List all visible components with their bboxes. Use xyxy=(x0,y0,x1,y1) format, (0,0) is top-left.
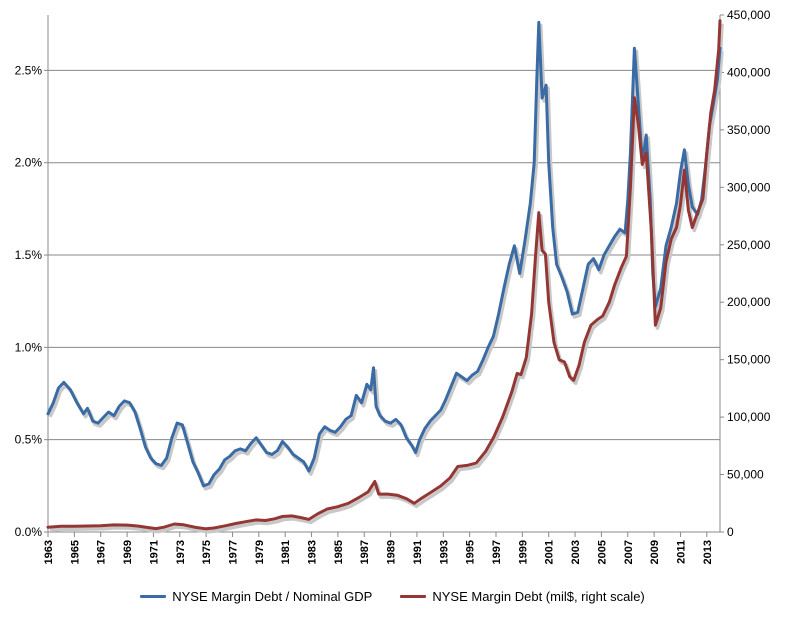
legend-label-ratio: NYSE Margin Debt / Nominal GDP xyxy=(172,588,373,604)
x-tick-label-15: 1993 xyxy=(438,540,450,564)
x-tick-label-5: 1973 xyxy=(175,540,187,564)
x-tick-label-17: 1997 xyxy=(491,540,503,564)
legend: NYSE Margin Debt / Nominal GDP NYSE Marg… xyxy=(0,584,785,608)
x-tick-label-21: 2005 xyxy=(596,540,608,564)
left-tick-label-4: 2.0% xyxy=(15,156,43,170)
x-tick-label-25: 2013 xyxy=(702,540,714,564)
x-tick-label-7: 1977 xyxy=(227,540,239,564)
series-shadow-0 xyxy=(48,23,724,491)
right-tick-label-2: 100,000 xyxy=(727,410,771,424)
right-tick-label-4: 200,000 xyxy=(727,295,771,309)
left-tick-label-1: 0.5% xyxy=(15,433,43,447)
x-tick-label-11: 1985 xyxy=(333,540,345,564)
left-tick-label-0: 0.0% xyxy=(15,525,43,539)
x-tick-label-12: 1987 xyxy=(359,540,371,564)
x-tick-label-2: 1967 xyxy=(96,540,108,564)
x-tick-label-9: 1981 xyxy=(280,540,292,564)
series-line-0 xyxy=(46,20,722,488)
legend-swatch-debt xyxy=(400,594,427,598)
x-tick-label-23: 2009 xyxy=(649,540,661,564)
legend-swatch-ratio xyxy=(140,594,167,598)
x-tick-label-13: 1989 xyxy=(386,540,398,564)
x-tick-label-16: 1995 xyxy=(465,540,477,564)
left-tick-label-5: 2.5% xyxy=(15,63,43,77)
left-tick-label-2: 1.0% xyxy=(15,340,43,354)
right-tick-label-8: 400,000 xyxy=(727,65,771,79)
series-line-1 xyxy=(46,19,722,531)
legend-label-debt: NYSE Margin Debt (mil$, right scale) xyxy=(432,588,645,604)
right-tick-label-3: 150,000 xyxy=(727,353,771,367)
series-shadow-1 xyxy=(49,23,724,534)
x-tick-label-18: 1999 xyxy=(517,540,529,564)
x-tick-label-22: 2007 xyxy=(623,540,635,564)
x-tick-label-3: 1969 xyxy=(122,540,134,564)
x-tick-label-4: 1971 xyxy=(148,540,160,564)
right-tick-label-7: 350,000 xyxy=(727,123,771,137)
right-tick-label-5: 250,000 xyxy=(727,238,771,252)
x-tick-label-20: 2003 xyxy=(570,540,582,564)
legend-item-debt: NYSE Margin Debt (mil$, right scale) xyxy=(400,588,645,604)
x-tick-label-14: 1991 xyxy=(412,540,424,564)
x-tick-label-19: 2001 xyxy=(544,540,556,564)
right-tick-label-6: 300,000 xyxy=(727,180,771,194)
x-tick-label-1: 1965 xyxy=(69,540,81,564)
x-tick-label-10: 1983 xyxy=(307,540,319,564)
right-tick-label-1: 50,000 xyxy=(727,468,764,482)
legend-item-ratio: NYSE Margin Debt / Nominal GDP xyxy=(140,589,372,604)
x-tick-label-8: 1979 xyxy=(254,540,266,564)
x-tick-label-6: 1975 xyxy=(201,540,213,564)
right-tick-label-0: 0 xyxy=(727,525,734,539)
x-tick-label-0: 1963 xyxy=(43,540,55,564)
x-tick-label-24: 2011 xyxy=(675,540,687,564)
right-tick-label-9: 450,000 xyxy=(727,8,771,22)
left-tick-label-3: 1.5% xyxy=(15,248,43,262)
